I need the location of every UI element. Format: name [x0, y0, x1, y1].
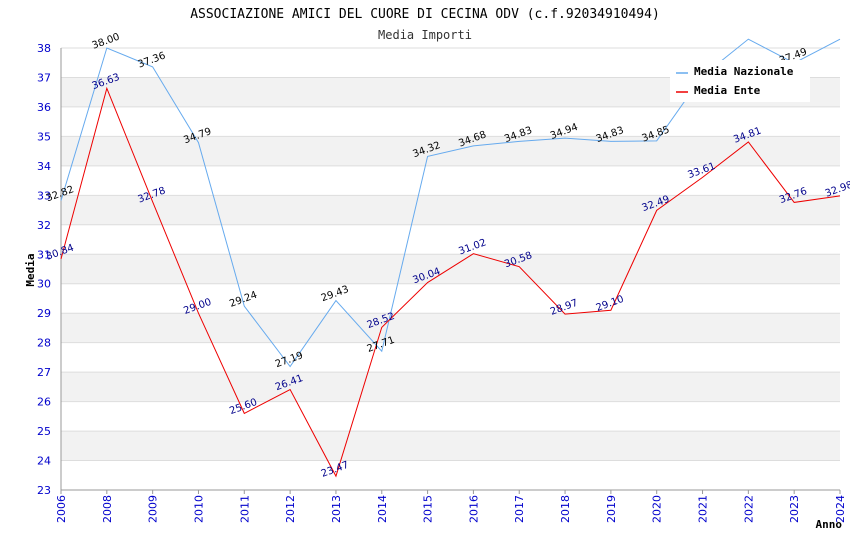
x-tick-label: 2016: [467, 495, 480, 523]
y-tick-label: 29: [37, 307, 51, 320]
y-tick-label: 38: [37, 42, 51, 55]
y-tick-label: 23: [37, 484, 51, 497]
y-tick-label: 34: [37, 160, 51, 173]
data-label: 29.10: [595, 294, 626, 314]
background-band: [61, 254, 840, 284]
background-band: [61, 313, 840, 343]
legend-label-media-ente: Media Ente: [694, 84, 761, 97]
x-tick-label: 2023: [788, 495, 801, 523]
x-tick-label: 2020: [651, 495, 664, 523]
background-band: [61, 372, 840, 402]
x-tick-label: 2021: [697, 495, 710, 523]
y-tick-label: 36: [37, 101, 51, 114]
x-tick-label: 2022: [742, 495, 755, 523]
y-tick-label: 32: [37, 219, 51, 232]
data-label: 37.36: [136, 50, 167, 70]
y-tick-label: 35: [37, 130, 51, 143]
x-tick-label: 2012: [284, 495, 297, 523]
y-tick-label: 37: [37, 71, 51, 84]
gridlines: [60, 47, 841, 494]
x-tick-label: 2011: [238, 495, 251, 523]
x-tick-label: 2019: [605, 495, 618, 523]
y-axis-label: Media: [24, 253, 37, 286]
data-label: 27.19: [274, 350, 305, 370]
background-band: [61, 431, 840, 461]
background-band: [61, 195, 840, 225]
y-tick-label: 24: [37, 455, 51, 468]
x-axis-label: Anno: [816, 518, 843, 531]
legend-label-media-nazionale: Media Nazionale: [694, 65, 794, 78]
chart-subtitle: Media Importi: [378, 28, 472, 42]
y-tick-label: 28: [37, 337, 51, 350]
x-tick-labels: 2006 2008 2009 2010 2011 2012 2013 2014 2015 2016…: [55, 495, 847, 523]
x-tick-label: 2008: [101, 495, 114, 523]
y-tick-label: 26: [37, 396, 51, 409]
y-tick-label: 30: [37, 278, 51, 291]
x-tick-label: 2010: [192, 495, 205, 523]
background-bands: [61, 77, 840, 461]
x-tick-label: 2015: [422, 495, 435, 523]
x-tick-label: 2013: [330, 495, 343, 523]
series-line-media-ente: [60, 86, 841, 478]
legend-box: [670, 60, 810, 102]
x-tick-label: 2018: [559, 495, 572, 523]
y-tick-label: 27: [37, 366, 51, 379]
chart-title: ASSOCIAZIONE AMICI DEL CUORE DI CECINA O…: [190, 7, 660, 22]
x-tick-label: 2006: [55, 495, 68, 523]
y-tick-label: 33: [37, 189, 51, 202]
data-label: 29.24: [228, 290, 259, 310]
y-tick-label: 31: [37, 248, 51, 261]
y-tick-label: 25: [37, 425, 51, 438]
data-label: 23.47: [320, 460, 351, 480]
x-tick-label: 2024: [834, 495, 847, 523]
x-tick-label: 2017: [513, 495, 526, 523]
legend: Media Nazionale Media Ente: [670, 60, 810, 102]
x-tick-label: 2009: [147, 495, 160, 523]
data-label: 38.00: [91, 32, 122, 52]
x-tick-label: 2014: [376, 495, 389, 523]
y-tick-labels: 23 24 25 26 27 28 29 30 31 32 33 34 35 36 37 38: [37, 42, 51, 497]
